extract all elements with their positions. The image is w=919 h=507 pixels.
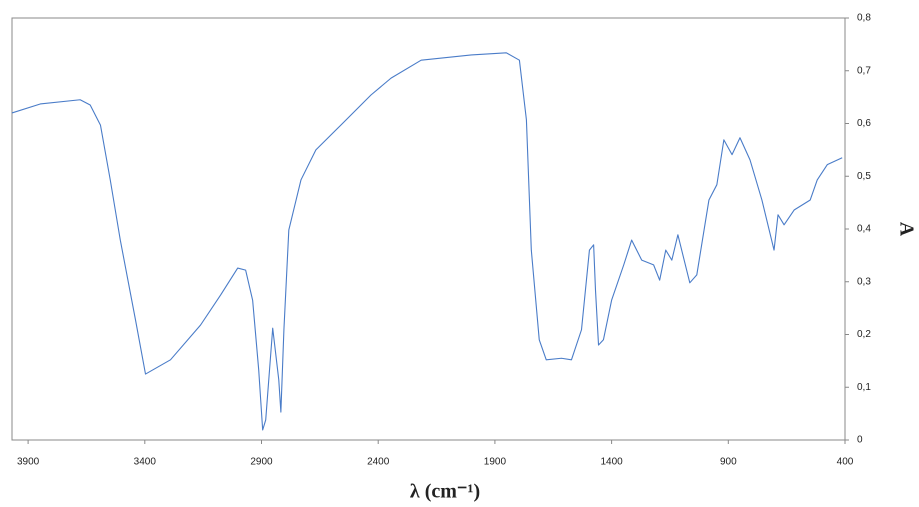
x-tick-label: 1400: [600, 457, 623, 468]
y-tick-label: 0,2: [857, 329, 871, 340]
y-tick-label: 0,3: [857, 276, 871, 287]
y-tick-label: 0,6: [857, 118, 871, 129]
y-tick-label: 0: [857, 435, 863, 446]
y-tick-label: 0,4: [857, 224, 871, 235]
x-tick-label: 2900: [250, 457, 273, 468]
x-tick-label: 1900: [484, 457, 507, 468]
y-axis-title: A: [895, 222, 917, 237]
x-tick-label: 2400: [367, 457, 390, 468]
x-tick-label: 400: [837, 457, 854, 468]
x-axis-title: λ (cm⁻¹): [410, 481, 480, 503]
spectrum-line: [11, 52, 843, 431]
y-tick-label: 0,5: [857, 171, 871, 182]
x-tick-label: 3900: [17, 457, 40, 468]
y-tick-label: 0,1: [857, 382, 871, 393]
y-tick-label: 0,7: [857, 65, 871, 76]
x-tick-label: 900: [720, 457, 737, 468]
y-tick-label: 0,8: [857, 13, 871, 24]
x-tick-label: 3400: [134, 457, 157, 468]
plot-frame: [11, 17, 846, 441]
